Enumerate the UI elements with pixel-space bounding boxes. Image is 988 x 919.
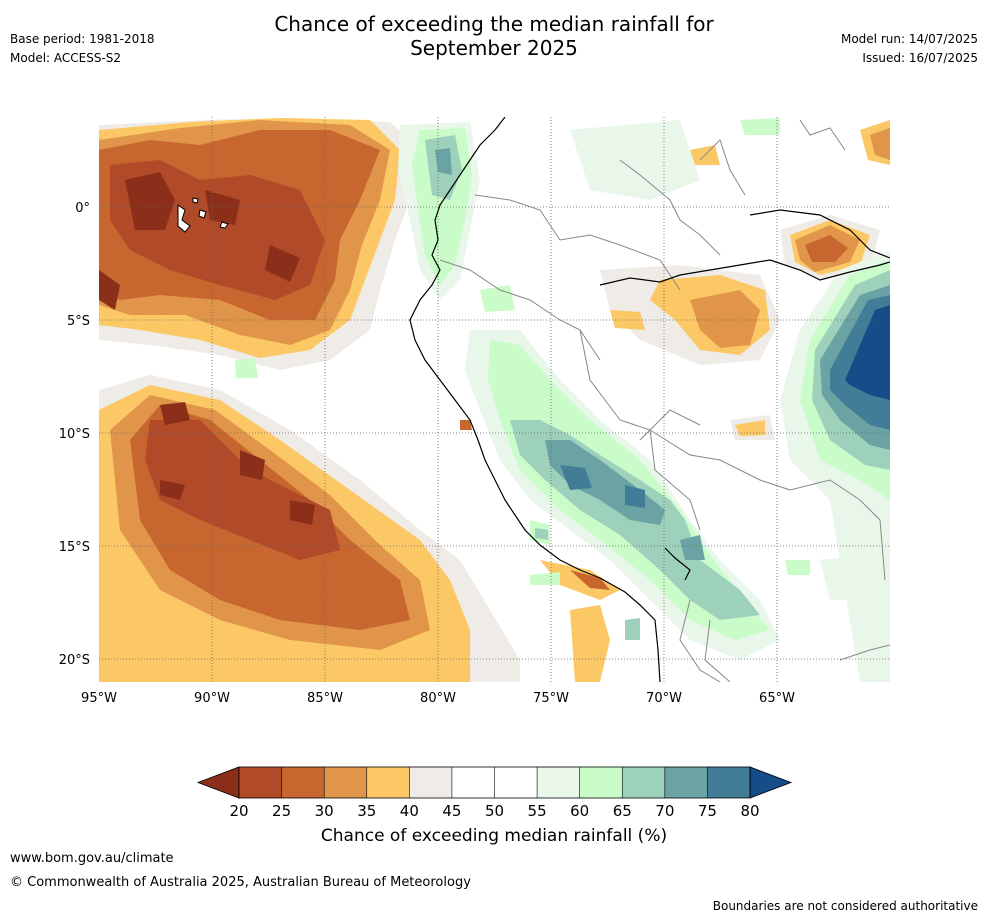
map-area	[99, 117, 890, 682]
colorbar-segment	[409, 767, 452, 798]
colorbar-segment	[366, 767, 410, 798]
colorbar-high-extend	[749, 766, 793, 799]
colorbar-low-extend	[196, 766, 240, 799]
colorbar-label: Chance of exceeding median rainfall (%)	[320, 826, 668, 846]
issued-date: Issued: 16/07/2025	[862, 51, 978, 65]
latitude-labels: 0° 5°S 10°S 15°S 20°S	[59, 201, 90, 668]
colorbar-tick-label: 65	[613, 802, 632, 820]
colorbar-tick-label: 70	[655, 802, 674, 820]
colorbar-segment	[664, 767, 708, 798]
colorbar-segment	[451, 767, 495, 798]
model-name: Model: ACCESS-S2	[10, 51, 122, 65]
lon-tick-label: 85°W	[307, 691, 343, 706]
coastal-dry-strip	[540, 560, 620, 600]
colorbar-tick-label: 60	[570, 802, 589, 820]
lat-tick-label: 15°S	[59, 540, 90, 555]
lon-tick-label: 95°W	[81, 691, 117, 706]
footer-url: www.bom.gov.au/climate	[10, 851, 174, 866]
map-title: Chance of exceeding the median rainfall …	[0, 12, 988, 60]
dry-region-amazon	[600, 265, 780, 365]
colorbar-tick-label: 80	[740, 802, 759, 820]
lon-tick-label: 70°W	[646, 691, 682, 706]
colorbar-tick-label: 40	[400, 802, 419, 820]
coastline	[409, 117, 890, 682]
base-period: Base period: 1981-2018	[10, 32, 155, 46]
wet-region-galapagos-coast	[398, 122, 515, 312]
lat-tick-label: 10°S	[59, 427, 90, 442]
colorbar-tick-label: 20	[229, 802, 248, 820]
title-line-2: September 2025	[410, 36, 578, 60]
country-boundaries	[439, 119, 890, 682]
meta-right: Model run: 14/07/2025 Issued: 16/07/2025	[841, 30, 978, 68]
lat-tick-label: 0°	[75, 201, 90, 216]
colorbar-tick-label: 30	[315, 802, 334, 820]
lon-tick-label: 65°W	[759, 691, 795, 706]
colorbar-tick-label: 55	[528, 802, 547, 820]
dry-region-south	[99, 375, 520, 682]
galapagos-islands	[177, 197, 229, 233]
graticule	[99, 117, 890, 682]
dry-region-northeast	[460, 120, 890, 440]
lat-tick-label: 5°S	[67, 314, 90, 329]
model-run: Model run: 14/07/2025	[840, 32, 978, 46]
colorbar-tick-label: 50	[485, 802, 504, 820]
meta-left: Base period: 1981-2018 Model: ACCESS-S2	[10, 30, 155, 68]
colorbar-tick-labels: 20 25 30 35 40 45 50 55 60 65 70 75 80	[229, 802, 759, 820]
wet-region-andes	[465, 330, 780, 660]
colorbar	[196, 766, 793, 799]
colorbar-segment	[281, 767, 325, 798]
lat-tick-label: 20°S	[59, 653, 90, 668]
colorbar-tick-label: 35	[357, 802, 376, 820]
colorbar-tick-label: 75	[698, 802, 717, 820]
colorbar-segment	[579, 767, 623, 798]
colorbar-segment	[707, 767, 750, 798]
colorbar-segment	[537, 767, 580, 798]
colorbar-tick-label: 45	[442, 802, 461, 820]
colorbar-segment	[239, 767, 282, 798]
footer-copyright: © Commonwealth of Australia 2025, Austra…	[10, 875, 471, 890]
colorbar-segment	[622, 767, 665, 798]
colorbar-segment	[324, 767, 367, 798]
footer-disclaimer: Boundaries are not considered authoritat…	[712, 899, 978, 913]
lon-tick-label: 90°W	[194, 691, 230, 706]
title-line-1: Chance of exceeding the median rainfall …	[274, 12, 714, 36]
lon-tick-label: 80°W	[420, 691, 456, 706]
lon-tick-label: 75°W	[533, 691, 569, 706]
longitude-labels: 95°W 90°W 85°W 80°W 75°W 70°W 65°W	[81, 691, 795, 706]
colorbar-segment	[494, 767, 538, 798]
colorbar-tick-label: 25	[272, 802, 291, 820]
